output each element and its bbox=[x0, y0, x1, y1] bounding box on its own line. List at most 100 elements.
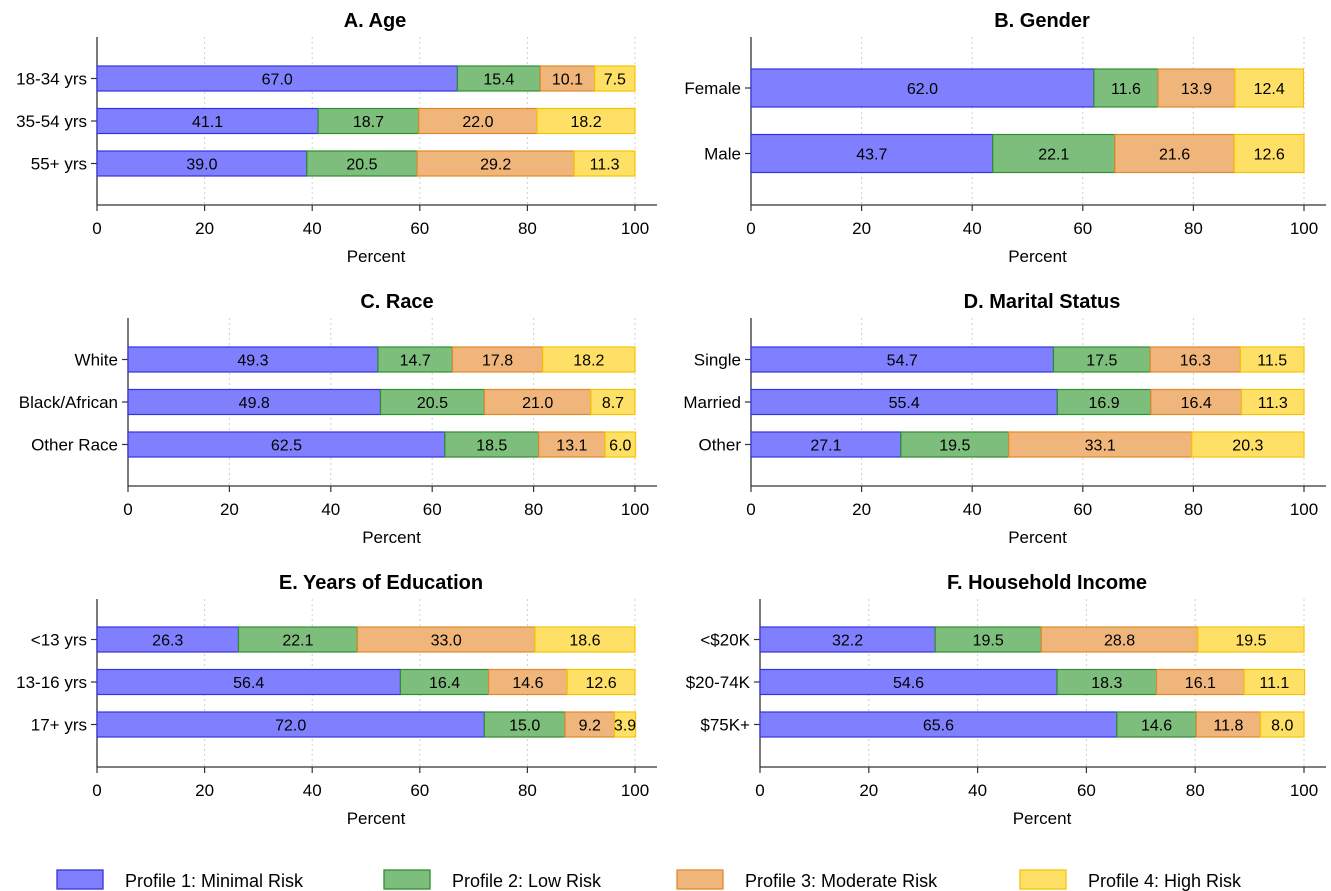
bar-value-label: 16.9 bbox=[1089, 395, 1120, 412]
category-label: 13-16 yrs bbox=[16, 673, 87, 692]
x-tick-label: 100 bbox=[621, 781, 649, 800]
bar-value-label: 62.5 bbox=[271, 438, 302, 455]
bar-value-label: 9.2 bbox=[579, 718, 601, 735]
legend-label: Profile 2: Low Risk bbox=[452, 871, 602, 891]
bar-value-label: 41.1 bbox=[192, 114, 223, 131]
x-tick-label: 80 bbox=[518, 219, 537, 238]
bar-segment bbox=[306, 150, 418, 177]
bar-segment bbox=[750, 68, 1095, 108]
panel-title: F. Household Income bbox=[947, 572, 1147, 594]
x-tick-label: 100 bbox=[1290, 500, 1318, 519]
bar-value-label: 11.8 bbox=[1213, 718, 1243, 735]
bar-segment bbox=[604, 431, 637, 458]
bar-value-label: 20.3 bbox=[1232, 438, 1263, 455]
bar-value-label: 12.6 bbox=[1254, 147, 1285, 164]
x-tick-label: 100 bbox=[621, 500, 649, 519]
bar-value-label: 17.8 bbox=[482, 353, 513, 370]
x-tick-label: 0 bbox=[746, 500, 755, 519]
bar-value-label: 18.6 bbox=[569, 633, 600, 650]
bar-segment bbox=[1259, 711, 1305, 738]
bar-value-label: 22.1 bbox=[282, 633, 313, 650]
x-tick-label: 40 bbox=[968, 781, 987, 800]
bar-segment bbox=[1114, 133, 1235, 174]
x-tick-label: 60 bbox=[1073, 219, 1092, 238]
x-axis-title: Percent bbox=[1008, 528, 1067, 547]
bar-segment bbox=[483, 711, 566, 738]
category-label: Female bbox=[684, 79, 741, 98]
bar-segment bbox=[534, 626, 636, 653]
chart-panel-6: F. Household Income 0 20 40 60 80 100 Percent <$… bbox=[686, 572, 1326, 828]
legend-swatch bbox=[1019, 869, 1067, 890]
bar-segment bbox=[1149, 346, 1242, 373]
bar-value-label: 18.7 bbox=[353, 114, 384, 131]
bar-segment bbox=[536, 107, 636, 135]
bar-value-label: 43.7 bbox=[856, 147, 887, 164]
bar-value-label: 56.4 bbox=[233, 675, 264, 692]
bar-value-label: 13.1 bbox=[556, 438, 587, 455]
x-tick-label: 0 bbox=[746, 219, 755, 238]
bar-value-label: 26.3 bbox=[152, 633, 183, 650]
bar-value-label: 6.0 bbox=[609, 438, 631, 455]
bar-value-label: 22.1 bbox=[1038, 147, 1069, 164]
legend-label: Profile 4: High Risk bbox=[1088, 871, 1242, 891]
bar-segment bbox=[1233, 133, 1305, 174]
x-tick-label: 60 bbox=[1073, 500, 1092, 519]
bar-value-label: 11.3 bbox=[1258, 395, 1288, 412]
bar-value-label: 11.3 bbox=[590, 157, 620, 174]
x-tick-label: 40 bbox=[963, 219, 982, 238]
bar-value-label: 12.4 bbox=[1254, 81, 1285, 98]
bar-segment bbox=[1155, 668, 1245, 696]
category-label: <13 yrs bbox=[31, 631, 87, 650]
bar-value-label: 10.1 bbox=[552, 72, 583, 89]
bar-segment bbox=[418, 107, 538, 135]
bar-value-label: 15.0 bbox=[509, 718, 540, 735]
bar-value-label: 8.7 bbox=[602, 395, 624, 412]
x-tick-label: 80 bbox=[518, 781, 537, 800]
bar-segment bbox=[538, 431, 606, 458]
x-tick-label: 100 bbox=[1290, 219, 1318, 238]
category-label: $75K+ bbox=[700, 716, 750, 735]
category-label: Married bbox=[683, 393, 741, 412]
bar-segment bbox=[750, 431, 902, 458]
bar-value-label: 62.0 bbox=[907, 81, 938, 98]
x-tick-label: 20 bbox=[220, 500, 239, 519]
bar-segment bbox=[356, 626, 536, 653]
x-tick-label: 20 bbox=[852, 219, 871, 238]
category-label: Other Race bbox=[31, 436, 118, 455]
bar-segment bbox=[750, 388, 1058, 416]
x-axis-title: Percent bbox=[362, 528, 421, 547]
bar-segment bbox=[566, 668, 636, 696]
bar-segment bbox=[1239, 346, 1305, 373]
bar-value-label: 13.9 bbox=[1181, 81, 1212, 98]
bar-value-label: 49.3 bbox=[237, 353, 268, 370]
x-tick-label: 0 bbox=[123, 500, 132, 519]
bar-value-label: 18.5 bbox=[476, 438, 507, 455]
bar-segment bbox=[1191, 431, 1305, 458]
bar-value-label: 19.5 bbox=[973, 633, 1004, 650]
bar-segment bbox=[1234, 68, 1305, 108]
x-tick-label: 0 bbox=[92, 781, 101, 800]
bar-segment bbox=[1052, 346, 1151, 373]
x-tick-label: 80 bbox=[1186, 781, 1205, 800]
bar-segment bbox=[759, 668, 1058, 696]
category-label: 18-34 yrs bbox=[16, 70, 87, 89]
bar-segment bbox=[96, 150, 308, 177]
panel-title: E. Years of Education bbox=[279, 572, 483, 594]
bar-value-label: 11.1 bbox=[1259, 675, 1289, 692]
bar-value-label: 54.6 bbox=[893, 675, 924, 692]
bar-segment bbox=[1056, 388, 1152, 416]
bar-value-label: 18.2 bbox=[570, 114, 601, 131]
bar-value-label: 16.1 bbox=[1185, 675, 1216, 692]
bar-segment bbox=[542, 346, 636, 373]
bar-segment bbox=[1093, 68, 1159, 108]
x-axis-title: Percent bbox=[347, 809, 406, 828]
bar-value-label: 54.7 bbox=[887, 353, 918, 370]
bar-segment bbox=[456, 65, 541, 92]
category-label: Black/African bbox=[19, 393, 118, 412]
x-tick-label: 100 bbox=[1290, 781, 1318, 800]
bar-segment bbox=[613, 711, 637, 738]
bar-value-label: 18.3 bbox=[1091, 675, 1122, 692]
bar-value-label: 39.0 bbox=[186, 157, 217, 174]
bar-segment bbox=[96, 65, 459, 92]
